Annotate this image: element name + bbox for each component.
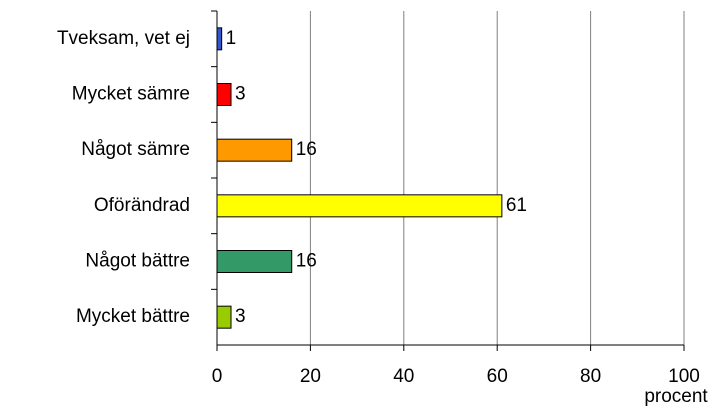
x-tick-label: 100 [668,366,700,387]
data-label: 61 [506,195,527,216]
bar [216,305,232,329]
data-label: 16 [296,139,317,160]
bar [216,194,503,218]
x-tick-label: 80 [580,366,601,387]
y-tick-label: Mycket sämre [72,84,190,105]
y-tick-label: Mycket bättre [76,306,190,327]
bar [216,138,293,162]
data-label: 16 [296,251,317,272]
data-label: 1 [226,28,237,49]
y-tick-label: Tveksam, vet ej [57,28,190,49]
data-label: 3 [235,306,246,327]
bar [216,27,223,51]
y-tick-label: Oförändrad [94,195,190,216]
bar [216,83,232,106]
bar [216,250,293,273]
x-tick-label: 60 [487,366,508,387]
y-tick-label: Något bättre [85,251,190,272]
x-tick-label: 40 [393,366,414,387]
y-tick-label: Något sämre [81,139,190,160]
x-tick-label: 0 [212,366,223,387]
x-axis-label: procent [644,386,708,407]
data-label: 3 [235,84,246,105]
x-tick-label: 20 [300,366,321,387]
